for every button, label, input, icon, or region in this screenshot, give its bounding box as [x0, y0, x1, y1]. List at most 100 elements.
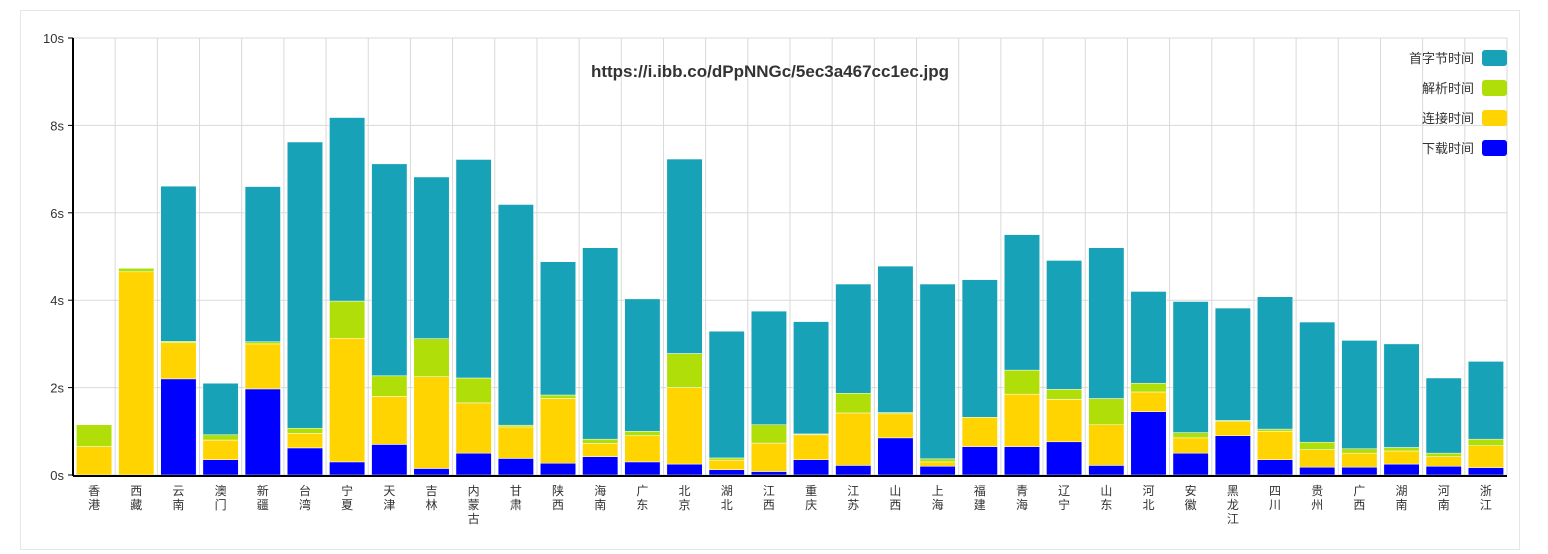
bar-segment [1467, 438, 1504, 446]
x-tick-label: 浙江 [1480, 484, 1492, 512]
bar-segment [1088, 465, 1125, 476]
x-tick-labels: 香港 西藏 云南 澳门 新疆 台湾 宁夏 天津 吉林 内蒙古 甘肃 陕西 海南 广东 北京 湖北 江西 重庆 江苏 山… [88, 483, 1492, 526]
bar-segment [582, 456, 619, 476]
x-tick-label: 辽宁 [1058, 484, 1070, 512]
bar-segment [497, 458, 534, 476]
bar-segment [287, 141, 323, 429]
bar-segment [287, 427, 323, 434]
bar-segment [1172, 432, 1209, 439]
y-tick-label: 10s [43, 31, 64, 46]
bar-segment [1425, 452, 1462, 457]
x-tick-label: 海南 [594, 483, 606, 512]
x-tick-label: 湖北 [721, 483, 733, 512]
bar-segment [1046, 260, 1083, 390]
bar-segment [413, 468, 450, 476]
bar-segment [455, 159, 492, 379]
bar-segment [455, 452, 492, 476]
bar-segment [413, 338, 450, 377]
bar-segment [540, 398, 576, 464]
bar-segment [1383, 343, 1420, 448]
x-tick-label: 广东 [636, 484, 648, 512]
y-tick-label: 4s [50, 293, 64, 308]
chart-title: https://i.ibb.co/dPpNNGc/5ec3a467cc1ec.j… [591, 62, 949, 81]
bar-segment [1088, 398, 1125, 425]
bar-segment [244, 343, 281, 390]
y-tick-label: 0s [50, 468, 64, 483]
x-tick-label: 江苏 [847, 484, 859, 512]
bar-segment [413, 376, 450, 469]
x-tick-label: 江西 [763, 484, 775, 512]
bar-segment [244, 388, 281, 476]
bar-segment [202, 439, 239, 460]
y-tick-label: 8s [50, 118, 64, 133]
bar-segment [1383, 450, 1420, 465]
bar-segment [877, 437, 914, 476]
x-tick-label: 新疆 [257, 483, 269, 512]
bar-segment [1130, 291, 1167, 384]
bar-segment [329, 117, 366, 302]
bar-segment [1004, 446, 1040, 476]
bar-segment [244, 186, 281, 342]
bar-segment [371, 163, 408, 377]
bar-segment [582, 443, 619, 457]
bar-segment [1130, 411, 1167, 476]
x-tick-label: 四川 [1269, 484, 1281, 512]
bar-segment [919, 466, 956, 476]
bar-segment [1004, 234, 1040, 371]
legend-label: 连接时间 [1422, 111, 1474, 126]
x-tick-label: 台湾 [299, 483, 311, 512]
bar-segment [708, 457, 745, 461]
legend-swatch [1482, 110, 1507, 126]
bar-segment [582, 247, 619, 440]
x-tick-label: 河南 [1438, 484, 1450, 512]
x-tick-label: 甘肃 [510, 484, 522, 512]
bar-segment [76, 446, 113, 476]
bar-segment [497, 426, 534, 459]
bar-segment [708, 330, 745, 459]
y-tick-label: 2s [50, 381, 64, 396]
bar-segment [287, 447, 323, 476]
bar-segment [1425, 466, 1462, 476]
bar-segment [961, 446, 998, 476]
legend-swatch [1482, 140, 1507, 156]
bar-segment [497, 204, 534, 426]
bar-segment [1046, 441, 1083, 476]
bar-segment [624, 461, 661, 476]
bar-segment [919, 458, 956, 463]
bar-segment [750, 424, 787, 444]
grid-lines [72, 37, 1508, 476]
bar-segment [160, 378, 197, 476]
x-tick-label: 青海 [1016, 484, 1028, 512]
y-tick-labels: 0s 2s 4s 6s 8s 10s [43, 31, 64, 483]
x-tick-label: 吉林 [425, 484, 437, 512]
bar-segment [666, 353, 703, 388]
bar-segment [1299, 449, 1336, 468]
x-tick-label: 西藏 [130, 484, 142, 512]
legend-swatch [1482, 80, 1507, 96]
x-tick-label: 宁夏 [341, 483, 353, 512]
bar-segment [666, 463, 703, 476]
bar-segment [1088, 424, 1125, 466]
legend-label: 解析时间 [1422, 81, 1474, 96]
bar-segment [1383, 447, 1420, 452]
bar-segment [1467, 361, 1504, 440]
bar-segment [835, 393, 872, 414]
x-tick-label: 云南 [172, 484, 184, 512]
bar-segment [1257, 459, 1293, 476]
bar-segment [540, 261, 576, 396]
x-tick-label: 安徽 [1185, 483, 1197, 512]
chart-frame [20, 10, 1520, 550]
bar-segment [1214, 307, 1251, 421]
bar-segment [1172, 437, 1209, 454]
bar-segment [202, 434, 239, 441]
bar-segment [624, 298, 661, 432]
x-tick-label: 陕西 [552, 483, 564, 512]
bar-segment [1172, 452, 1209, 476]
bar-segment [1299, 466, 1336, 476]
bar-segment [1341, 340, 1378, 450]
bar-segment [118, 268, 155, 273]
bar-segment [793, 434, 830, 460]
bar-segment [750, 310, 787, 425]
bar-segment [1046, 399, 1083, 443]
bar-segment [1425, 456, 1462, 467]
